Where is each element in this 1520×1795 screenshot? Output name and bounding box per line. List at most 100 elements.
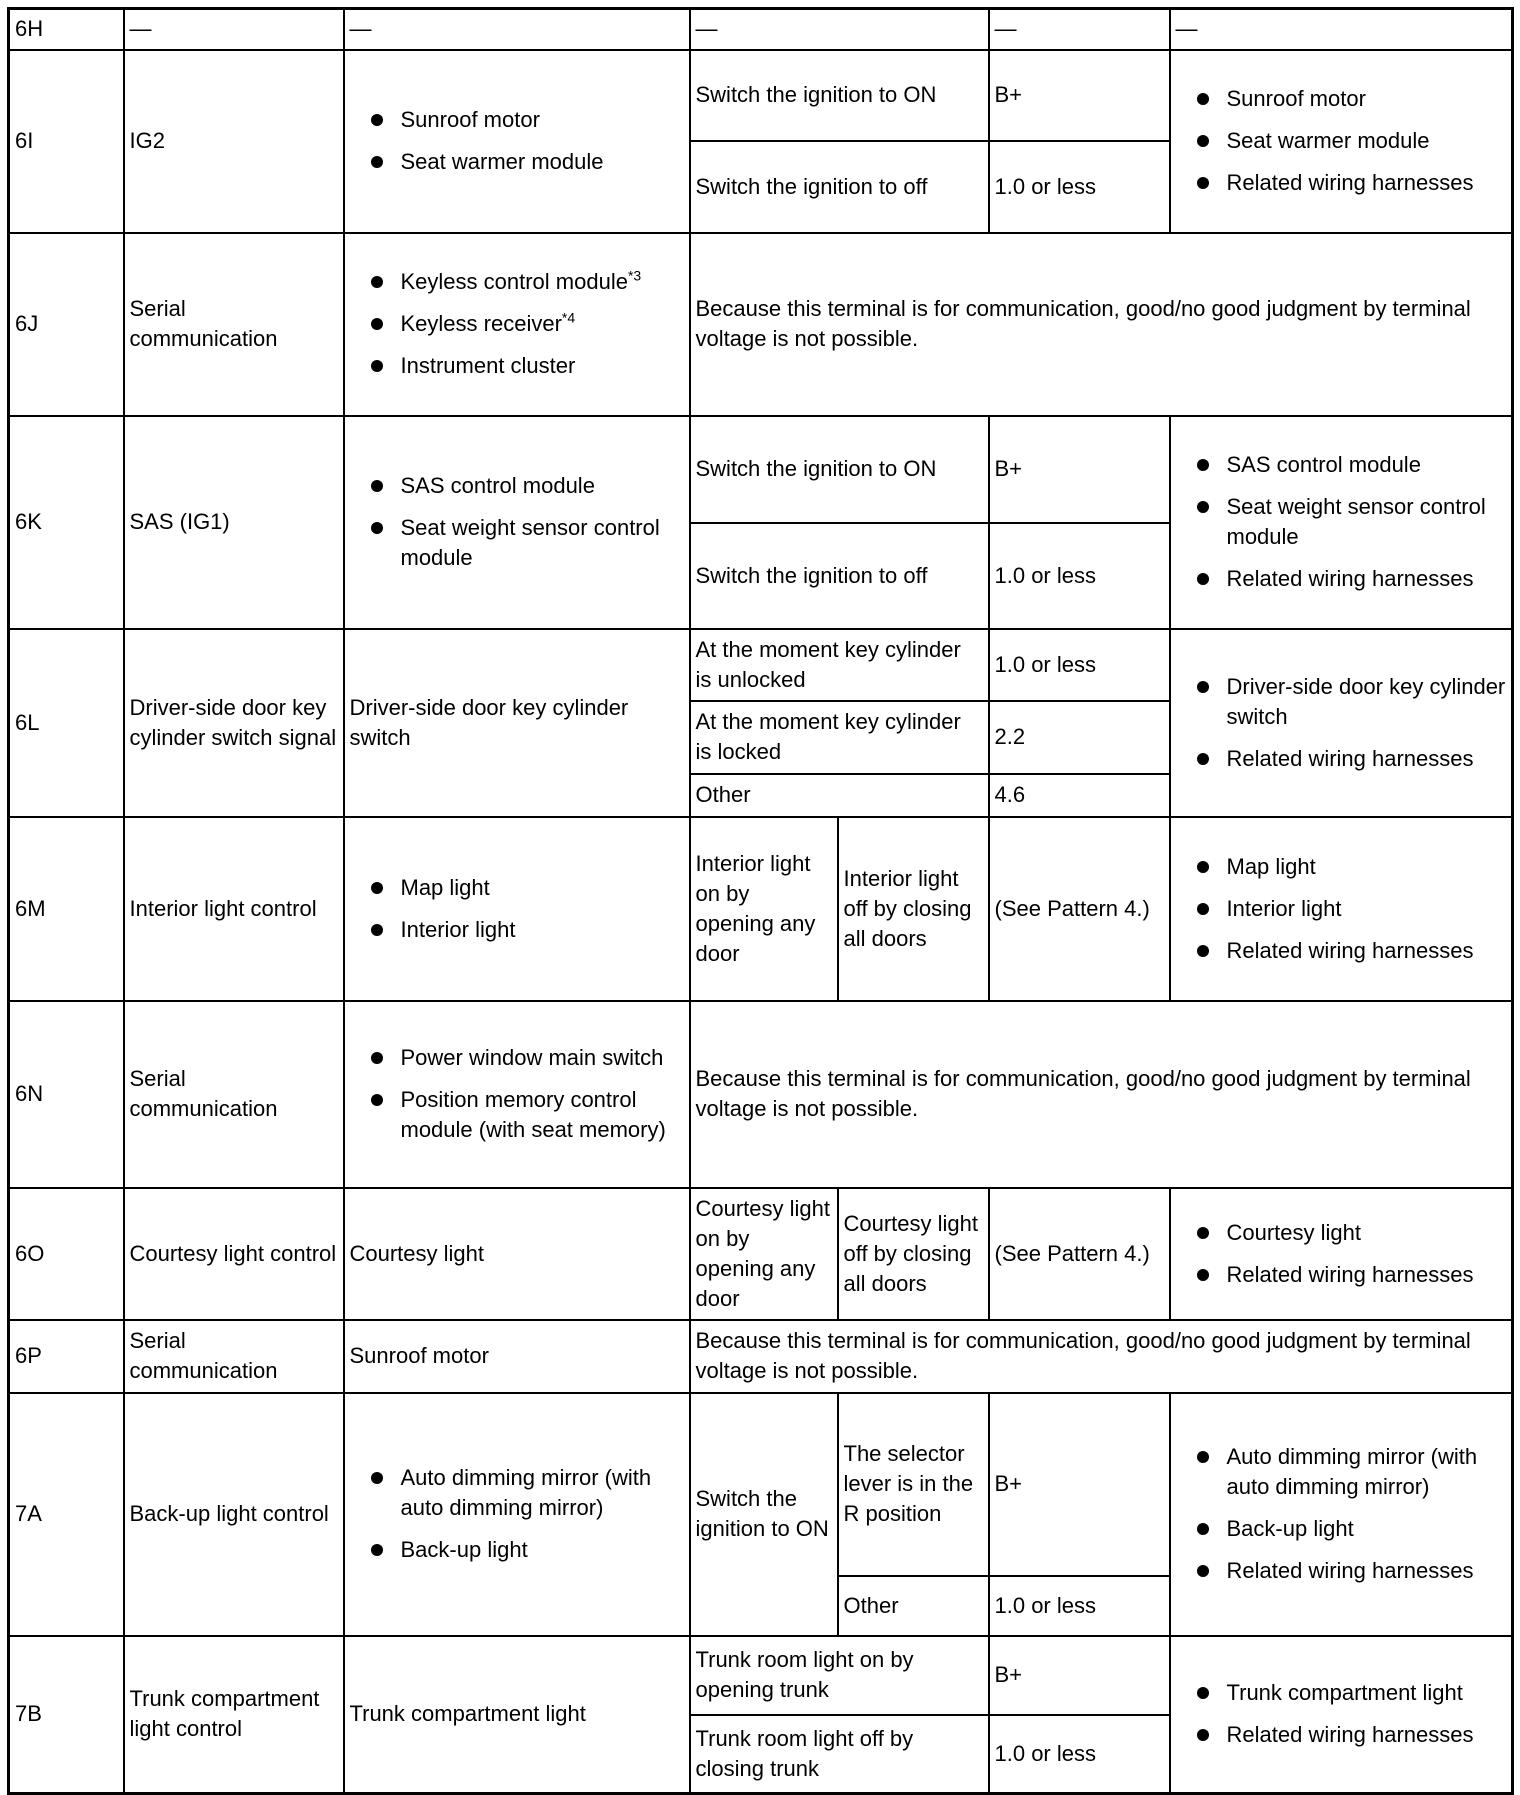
terminal: 7A — [7, 1391, 125, 1637]
inspection: Sunroof motor Seat warmer module Related w… — [1168, 48, 1514, 234]
table-row: 6K SAS (IG1) SAS control module Seat weig… — [7, 414, 1514, 630]
voltage: (See Pattern 4.) — [987, 815, 1171, 1002]
table-row: Other 4.6 — [9, 772, 1513, 818]
table-row: Switch the ignition to off 1.0 or less — [9, 521, 1513, 630]
inspection: Auto dimming mirror (with auto dimming m… — [1168, 1391, 1514, 1637]
voltage: — — [987, 7, 1171, 51]
item-text: Keyless control module — [400, 269, 628, 294]
table-row: 6M Interior light control Map light Inter… — [7, 815, 1514, 1002]
voltage: 2.2 — [987, 699, 1171, 775]
list-item: Sunroof motor — [1196, 84, 1507, 114]
signal: Courtesy light control — [122, 1186, 345, 1321]
terminal: 6I — [7, 48, 125, 234]
signal: SAS (IG1) — [122, 414, 345, 630]
condition: Switch the ignition to ON — [688, 414, 990, 524]
connected-to: Keyless control module*3 Keyless receive… — [342, 231, 691, 417]
connected-to: Trunk compartment light — [342, 1634, 691, 1795]
list-item: Seat weight sensor control module — [1196, 492, 1507, 552]
list-item: Interior light — [370, 915, 684, 945]
footnote-mark: *3 — [627, 267, 642, 284]
voltage: B+ — [987, 414, 1171, 524]
condition: The selector lever is in the R position — [836, 1391, 990, 1577]
inspection: — — [1168, 7, 1514, 51]
table-row: 6N Serial communication Power window mai… — [7, 999, 1514, 1189]
list-item: Interior light — [1196, 894, 1507, 924]
condition: Trunk room light on by opening trunk — [688, 1634, 990, 1716]
inspection: Courtesy light Related wiring harnesses — [1168, 1186, 1514, 1321]
list-item: Related wiring harnesses — [1196, 564, 1507, 594]
terminal: 6J — [7, 231, 125, 417]
condition: Other — [688, 772, 990, 818]
terminal: 6N — [7, 999, 125, 1189]
connected-to: Map light Interior light — [342, 815, 691, 1002]
list-item: SAS control module — [370, 471, 684, 501]
list-item: Back-up light — [370, 1535, 684, 1565]
inspection: Map light Interior light Related wiring ha… — [1168, 815, 1514, 1002]
signal: Back-up light control — [122, 1391, 345, 1637]
signal: Serial communication — [122, 999, 345, 1189]
voltage: 4.6 — [987, 772, 1171, 818]
list-item: Seat warmer module — [1196, 126, 1507, 156]
signal: Trunk compartment light control — [122, 1634, 345, 1795]
condition: Switch the ignition to off — [688, 521, 990, 630]
terminal: 6H — [7, 7, 125, 51]
terminal: 7B — [7, 1634, 125, 1795]
condition: Trunk room light off by closing trunk — [688, 1713, 990, 1795]
connected-to: Driver-side door key cylinder switch — [342, 627, 691, 818]
table-row: 7A Back-up light control Auto dimming mi… — [7, 1391, 1514, 1637]
voltage: 1.0 or less — [987, 521, 1171, 630]
inspection: Driver-side door key cylinder switch Rela… — [1168, 627, 1514, 818]
list-item: Auto dimming mirror (with auto dimming m… — [370, 1463, 684, 1523]
list-item: Related wiring harnesses — [1196, 1260, 1507, 1290]
voltage: 1.0 or less — [987, 139, 1171, 234]
communication-note: Because this terminal is for communicati… — [688, 999, 1514, 1189]
list-item: Related wiring harnesses — [1196, 168, 1507, 198]
terminal: 6L — [7, 627, 125, 818]
terminal: 6P — [7, 1318, 125, 1394]
list-item: Back-up light — [1196, 1514, 1507, 1544]
signal: Serial communication — [122, 1318, 345, 1394]
terminal-voltage-table: 6H — — — — — 6I IG2 Sunroof motor Seat wa… — [7, 7, 1514, 1795]
connected-to: Sunroof motor Seat warmer module — [342, 48, 691, 234]
table-row: Trunk room light off by closing trunk 1.… — [9, 1713, 1513, 1795]
table-row: At the moment key cylinder is locked 2.2 — [9, 699, 1513, 775]
voltage: B+ — [987, 48, 1171, 142]
table-row: 6P Serial communication Sunroof motor Be… — [7, 1318, 1514, 1394]
condition: Switch the ignition to ON — [688, 48, 990, 142]
table-row: 6J Serial communication Keyless control … — [7, 231, 1514, 417]
list-item: Related wiring harnesses — [1196, 1556, 1507, 1586]
connected-to: Courtesy light — [342, 1186, 691, 1321]
condition: At the moment key cylinder is locked — [688, 699, 990, 775]
signal: Interior light control — [122, 815, 345, 1002]
voltage: B+ — [987, 1634, 1171, 1716]
list-item: Related wiring harnesses — [1196, 1720, 1507, 1750]
list-item: Keyless control module*3 — [370, 267, 684, 297]
list-item: Keyless receiver*4 — [370, 309, 684, 339]
condition: At the moment key cylinder is unlocked — [688, 627, 990, 702]
table-row: 6L Driver-side door key cylinder switch … — [7, 627, 1514, 818]
connected-to: Sunroof motor — [342, 1318, 691, 1394]
table-row: Switch the ignition to off 1.0 or less — [9, 139, 1513, 234]
signal: Serial communication — [122, 231, 345, 417]
condition: Courtesy light off by closing all doors — [836, 1186, 990, 1321]
list-item: Driver-side door key cylinder switch — [1196, 672, 1507, 732]
list-item: Instrument cluster — [370, 351, 684, 381]
table-row: 6O Courtesy light control Courtesy light… — [7, 1186, 1514, 1321]
table-row: 7B Trunk compartment light control Trunk… — [7, 1634, 1514, 1795]
footnote-mark: *4 — [561, 309, 576, 326]
condition: — — [688, 7, 990, 51]
connected-to: Power window main switch Position memory … — [342, 999, 691, 1189]
communication-note: Because this terminal is for communicati… — [688, 231, 1514, 417]
condition: Interior light on by opening any door — [688, 815, 839, 1002]
inspection: Trunk compartment light Related wiring ha… — [1168, 1634, 1514, 1795]
signal: Driver-side door key cylinder switch sig… — [122, 627, 345, 818]
list-item: SAS control module — [1196, 450, 1507, 480]
list-item: Seat warmer module — [370, 147, 684, 177]
condition: Other — [836, 1574, 990, 1637]
terminal: 6O — [7, 1186, 125, 1321]
voltage: 1.0 or less — [987, 627, 1171, 702]
voltage: B+ — [987, 1391, 1171, 1577]
item-text: Keyless receiver — [400, 311, 562, 336]
connected-to: Auto dimming mirror (with auto dimming m… — [342, 1391, 691, 1637]
list-item: Map light — [370, 873, 684, 903]
